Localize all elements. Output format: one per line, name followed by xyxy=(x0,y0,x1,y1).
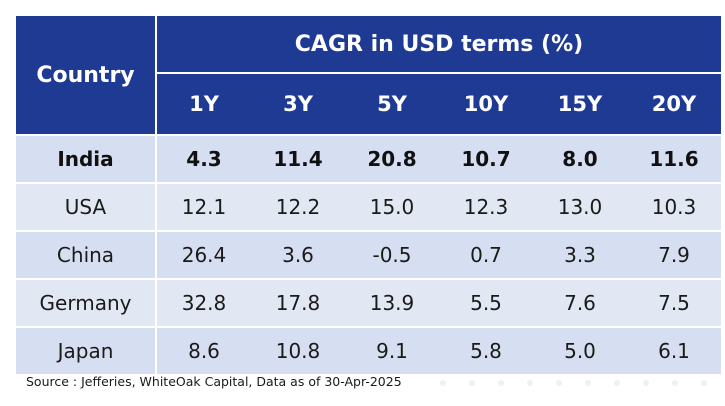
value-cell: 7.9 xyxy=(627,230,721,279)
country-cell: Japan xyxy=(16,326,157,374)
column-header-15y: 15Y xyxy=(533,73,627,135)
country-column-header: Country xyxy=(16,16,157,135)
value-cell: 12.1 xyxy=(156,182,251,231)
value-cell: 7.5 xyxy=(627,278,721,327)
table-row: Germany 32.8 17.8 13.9 5.5 7.6 7.5 xyxy=(16,278,721,327)
column-header-3y: 3Y xyxy=(251,73,345,135)
country-cell: India xyxy=(16,134,157,183)
value-cell: 11.4 xyxy=(251,134,345,183)
decorative-dots xyxy=(440,380,725,386)
dot xyxy=(469,380,475,386)
value-cell: 5.0 xyxy=(533,326,627,374)
dot xyxy=(585,380,591,386)
source-note: Source : Jefferies, WhiteOak Capital, Da… xyxy=(26,374,402,389)
value-cell: -0.5 xyxy=(345,230,439,279)
dot xyxy=(614,380,620,386)
value-cell: 4.3 xyxy=(156,134,251,183)
table-row: India 4.3 11.4 20.8 10.7 8.0 11.6 xyxy=(16,134,721,183)
value-cell: 10.7 xyxy=(439,134,533,183)
column-header-20y: 20Y xyxy=(627,73,721,135)
country-cell: China xyxy=(16,230,157,279)
country-cell: Germany xyxy=(16,278,157,327)
value-cell: 10.8 xyxy=(251,326,345,374)
cagr-table: Country CAGR in USD terms (%) 1Y 3Y 5Y 1… xyxy=(16,16,721,374)
value-cell: 12.2 xyxy=(251,182,345,231)
value-cell: 9.1 xyxy=(345,326,439,374)
dot xyxy=(527,380,533,386)
value-cell: 3.3 xyxy=(533,230,627,279)
value-cell: 8.6 xyxy=(156,326,251,374)
dot xyxy=(672,380,678,386)
column-header-5y: 5Y xyxy=(345,73,439,135)
value-cell: 13.0 xyxy=(533,182,627,231)
value-cell: 10.3 xyxy=(627,182,721,231)
value-cell: 0.7 xyxy=(439,230,533,279)
value-cell: 15.0 xyxy=(345,182,439,231)
dot xyxy=(440,380,446,386)
dot xyxy=(556,380,562,386)
value-cell: 6.1 xyxy=(627,326,721,374)
value-cell: 11.6 xyxy=(627,134,721,183)
column-header-10y: 10Y xyxy=(439,73,533,135)
table-row: China 26.4 3.6 -0.5 0.7 3.3 7.9 xyxy=(16,230,721,279)
dot xyxy=(498,380,504,386)
value-cell: 7.6 xyxy=(533,278,627,327)
value-cell: 32.8 xyxy=(156,278,251,327)
table-body: India 4.3 11.4 20.8 10.7 8.0 11.6 USA 12.1 12.2 15… xyxy=(16,134,721,374)
value-cell: 5.5 xyxy=(439,278,533,327)
value-cell: 17.8 xyxy=(251,278,345,327)
dot xyxy=(701,380,707,386)
value-cell: 8.0 xyxy=(533,134,627,183)
table-title: CAGR in USD terms (%) xyxy=(156,16,721,74)
table-row: Japan 8.6 10.8 9.1 5.8 5.0 6.1 xyxy=(16,326,721,374)
dot xyxy=(643,380,649,386)
value-cell: 26.4 xyxy=(156,230,251,279)
country-cell: USA xyxy=(16,182,157,231)
table-row: USA 12.1 12.2 15.0 12.3 13.0 10.3 xyxy=(16,182,721,231)
value-cell: 20.8 xyxy=(345,134,439,183)
value-cell: 13.9 xyxy=(345,278,439,327)
column-header-1y: 1Y xyxy=(156,73,251,135)
value-cell: 12.3 xyxy=(439,182,533,231)
value-cell: 3.6 xyxy=(251,230,345,279)
value-cell: 5.8 xyxy=(439,326,533,374)
